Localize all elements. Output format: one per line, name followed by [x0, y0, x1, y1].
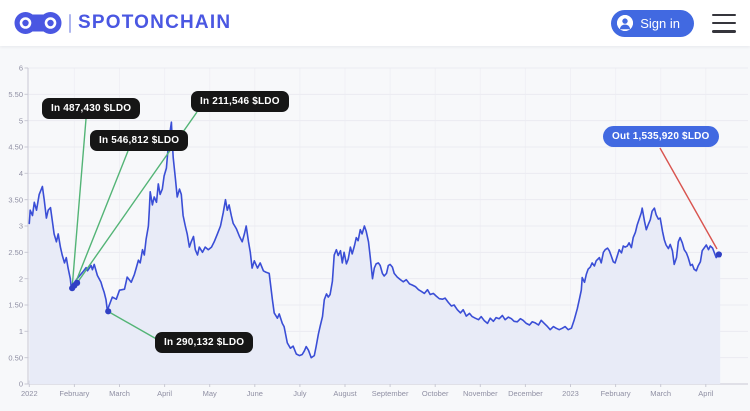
x-tick-label: September — [372, 389, 409, 398]
in-flow-annotation-label: In 546,812 $LDO — [90, 130, 189, 151]
spotonchain-logo[interactable]: SPOTONCHAIN — [14, 9, 231, 37]
x-tick-label: February — [601, 389, 631, 398]
in-flow-connector-line — [73, 150, 129, 286]
y-tick-label: 0.50 — [8, 353, 23, 362]
transaction-marker-dot — [715, 251, 722, 258]
in-flow-connector-line — [107, 310, 161, 342]
y-tick-label: 2.50 — [8, 248, 23, 257]
chain-link-icon — [14, 12, 62, 34]
x-tick-label: 2022 — [21, 389, 38, 398]
y-tick-label: 6 — [19, 64, 23, 73]
logo-divider — [69, 13, 71, 33]
x-tick-label: April — [698, 389, 713, 398]
y-tick-label: 4.50 — [8, 143, 23, 152]
y-tick-label: 0 — [19, 380, 23, 389]
sign-in-label: Sign in — [640, 15, 680, 31]
transaction-marker-dot — [74, 279, 81, 286]
x-tick-label: March — [109, 389, 130, 398]
x-tick-label: October — [422, 389, 449, 398]
x-tick-label: February — [59, 389, 89, 398]
menu-hamburger-icon[interactable] — [712, 13, 736, 33]
out-flow-annotation-label: Out 1,535,920 $LDO — [603, 126, 719, 147]
x-tick-label: August — [333, 389, 357, 398]
transaction-marker-dot — [105, 308, 112, 315]
y-tick-label: 1 — [19, 327, 23, 336]
in-flow-connector-line — [71, 118, 87, 289]
price-area-fill — [29, 122, 721, 384]
y-tick-label: 3.50 — [8, 195, 23, 204]
y-tick-label: 4 — [19, 169, 23, 178]
x-tick-label: December — [508, 389, 543, 398]
y-tick-label: 1.50 — [8, 301, 23, 310]
x-tick-label: 2023 — [562, 389, 579, 398]
x-tick-label: April — [157, 389, 172, 398]
x-tick-label: November — [463, 389, 498, 398]
brand-name: SPOTONCHAIN — [78, 12, 232, 33]
y-tick-label: 2 — [19, 274, 23, 283]
in-flow-annotation-label: In 487,430 $LDO — [42, 98, 141, 119]
in-flow-annotation-label: In 211,546 $LDO — [191, 91, 289, 112]
y-tick-label: 5 — [19, 116, 23, 125]
price-line — [28, 121, 721, 359]
user-avatar-icon — [617, 15, 634, 31]
x-tick-label: June — [247, 389, 263, 398]
sign-in-button[interactable]: Sign in — [611, 9, 694, 37]
x-tick-label: July — [293, 389, 307, 398]
out-flow-connector-line — [659, 147, 718, 250]
x-tick-label: May — [203, 389, 217, 398]
x-tick-label: March — [650, 389, 671, 398]
y-tick-label: 5.50 — [8, 90, 23, 99]
in-flow-annotation-label: In 290,132 $LDO — [155, 332, 254, 353]
top-header: SPOTONCHAIN Sign in — [0, 0, 750, 46]
y-tick-label: 3 — [19, 222, 23, 231]
